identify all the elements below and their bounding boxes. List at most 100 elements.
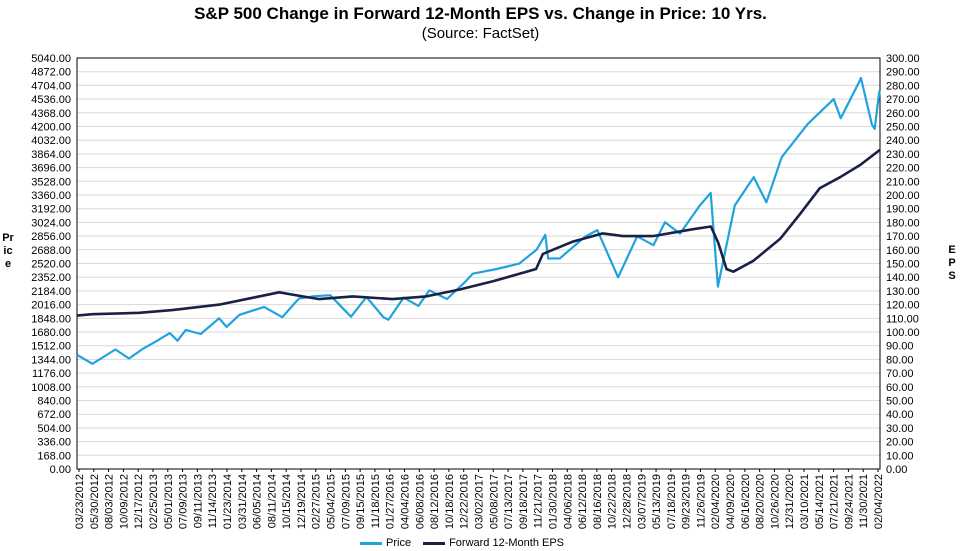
legend: Price Forward 12-Month EPS — [360, 537, 576, 549]
x-tick-label: 02/04/2020 — [710, 474, 722, 529]
x-tick-label: 05/04/2015 — [326, 474, 338, 529]
y-tick-label-left: 4032.00 — [31, 135, 71, 147]
y-tick-label-right: 240.00 — [886, 135, 920, 147]
x-tick-label: 11/26/2019 — [695, 474, 707, 528]
x-tick-label: 06/05/2014 — [252, 474, 264, 529]
y-tick-label-right: 120.00 — [886, 300, 920, 312]
x-tick-label: 12/19/2014 — [296, 474, 308, 529]
x-tick-label: 05/01/2013 — [163, 474, 175, 529]
x-tick-label: 12/28/2018 — [621, 474, 633, 529]
x-tick-label: 07/18/2019 — [666, 474, 678, 529]
y-tick-label-right: 10.00 — [886, 450, 914, 462]
y-tick-label-right: 270.00 — [886, 94, 920, 106]
x-tick-label: 07/13/2017 — [503, 474, 515, 529]
y-tick-label-left: 1512.00 — [31, 341, 71, 353]
x-tick-label: 10/22/2018 — [607, 474, 619, 529]
y-tick-label-left: 4536.00 — [31, 94, 71, 106]
x-tick-label: 11/21/2017 — [533, 474, 545, 528]
y-tick-label-left: 3528.00 — [31, 176, 71, 188]
x-tick-label: 02/27/2015 — [311, 474, 323, 529]
x-tick-label: 08/12/2016 — [429, 474, 441, 529]
series-line-eps — [76, 148, 881, 317]
chart-title: S&P 500 Change in Forward 12-Month EPS v… — [194, 4, 767, 23]
y-tick-label-left: 3360.00 — [31, 190, 71, 202]
y-tick-label-right: 230.00 — [886, 149, 920, 161]
y-tick-label-left: 2520.00 — [31, 259, 71, 271]
x-tick-label: 04/06/2018 — [562, 474, 574, 529]
y-tick-label-right: 130.00 — [886, 286, 920, 298]
y-tick-label-left: 504.00 — [37, 423, 71, 435]
y-tick-label-right: 300.00 — [886, 53, 920, 65]
y-tick-label-left: 4200.00 — [31, 122, 71, 134]
y-tick-label-left: 1008.00 — [31, 382, 71, 394]
y-tick-label-left: 1344.00 — [31, 354, 71, 366]
x-tick-label: 12/22/2016 — [459, 474, 471, 529]
x-tick-label: 05/08/2017 — [488, 474, 500, 529]
x-tick-label: 11/30/2021 — [858, 474, 870, 528]
x-tick-label: 07/09/2015 — [340, 474, 352, 529]
y-tick-label-right: 110.00 — [886, 313, 919, 325]
chart-subtitle: (Source: FactSet) — [421, 25, 540, 42]
x-tick-label: 07/09/2013 — [178, 474, 190, 529]
x-tick-label: 09/24/2021 — [843, 474, 855, 529]
y-tick-label-right: 40.00 — [886, 409, 914, 421]
y-tick-label-left: 672.00 — [37, 409, 71, 421]
y-tick-label-right: 210.00 — [886, 176, 920, 188]
y-tick-label-left: 1176.00 — [32, 368, 71, 380]
y-tick-label-right: 170.00 — [886, 231, 920, 243]
legend-item-price: Price — [360, 537, 411, 549]
x-tick-label: 03/07/2019 — [636, 474, 648, 529]
y-tick-label-left: 2352.00 — [31, 272, 71, 284]
x-tick-label: 10/26/2020 — [769, 474, 781, 529]
y-tick-label-left: 0.00 — [50, 464, 71, 476]
x-tick-label: 08/03/2012 — [104, 474, 116, 529]
y-tick-label-right: 80.00 — [886, 354, 914, 366]
x-tick-label: 03/23/2012 — [74, 474, 86, 529]
legend-label-eps: Forward 12-Month EPS — [449, 537, 564, 549]
y-tick-label-left: 3696.00 — [31, 163, 71, 175]
x-tick-label: 01/30/2018 — [547, 474, 559, 529]
x-tick-label: 01/27/2016 — [385, 474, 397, 529]
legend-label-price: Price — [386, 537, 412, 549]
x-tick-label: 02/04/2022 — [873, 474, 885, 529]
y-tick-label-right: 90.00 — [886, 341, 914, 353]
x-tick-label: 10/18/2016 — [444, 474, 456, 529]
y-tick-label-left: 168.00 — [37, 450, 71, 462]
y-tick-label-left: 4368.00 — [31, 108, 71, 120]
x-tick-label: 01/23/2014 — [222, 474, 234, 529]
y-tick-label-right: 140.00 — [886, 272, 920, 284]
y-tick-label-right: 20.00 — [886, 437, 914, 449]
y-tick-label-right: 180.00 — [886, 217, 920, 229]
y-tick-label-right: 100.00 — [886, 327, 920, 339]
y-tick-label-right: 0.00 — [886, 464, 907, 476]
y-tick-label-left: 3864.00 — [31, 149, 71, 161]
y-tick-label-right: 70.00 — [886, 368, 914, 380]
y-tick-label-right: 280.00 — [886, 80, 920, 92]
x-tick-label: 06/16/2020 — [740, 474, 752, 529]
x-tick-label: 04/09/2020 — [725, 474, 737, 529]
y-tick-label-left: 2184.00 — [31, 286, 71, 298]
y-axis-right-title: EPS — [948, 244, 956, 282]
x-tick-label: 09/11/2013 — [192, 474, 204, 528]
y-tick-label-right: 150.00 — [886, 259, 920, 271]
y-tick-label-right: 200.00 — [886, 190, 920, 202]
legend-item-eps: Forward 12-Month EPS — [423, 537, 564, 549]
x-tick-label: 03/10/2021 — [799, 474, 811, 529]
x-tick-label: 05/13/2019 — [651, 474, 663, 529]
y-tick-label-right: 190.00 — [886, 204, 920, 216]
x-tick-label: 03/02/2017 — [474, 474, 486, 529]
legend-swatch-eps — [423, 541, 446, 545]
y-tick-label-left: 2016.00 — [31, 300, 71, 312]
y-tick-label-left: 2856.00 — [31, 231, 71, 243]
x-tick-label: 09/15/2015 — [355, 474, 367, 529]
y-tick-label-left: 1680.00 — [31, 327, 71, 339]
y-tick-label-left: 4704.00 — [31, 80, 71, 92]
y-tick-label-right: 50.00 — [886, 396, 914, 408]
y-tick-label-left: 3024.00 — [31, 217, 71, 229]
x-tick-label: 03/31/2014 — [237, 474, 249, 529]
y-tick-label-left: 336.00 — [37, 437, 71, 449]
y-tick-label-right: 60.00 — [886, 382, 914, 394]
x-tick-label: 08/11/2014 — [266, 474, 278, 528]
y-tick-label-right: 220.00 — [886, 163, 920, 175]
